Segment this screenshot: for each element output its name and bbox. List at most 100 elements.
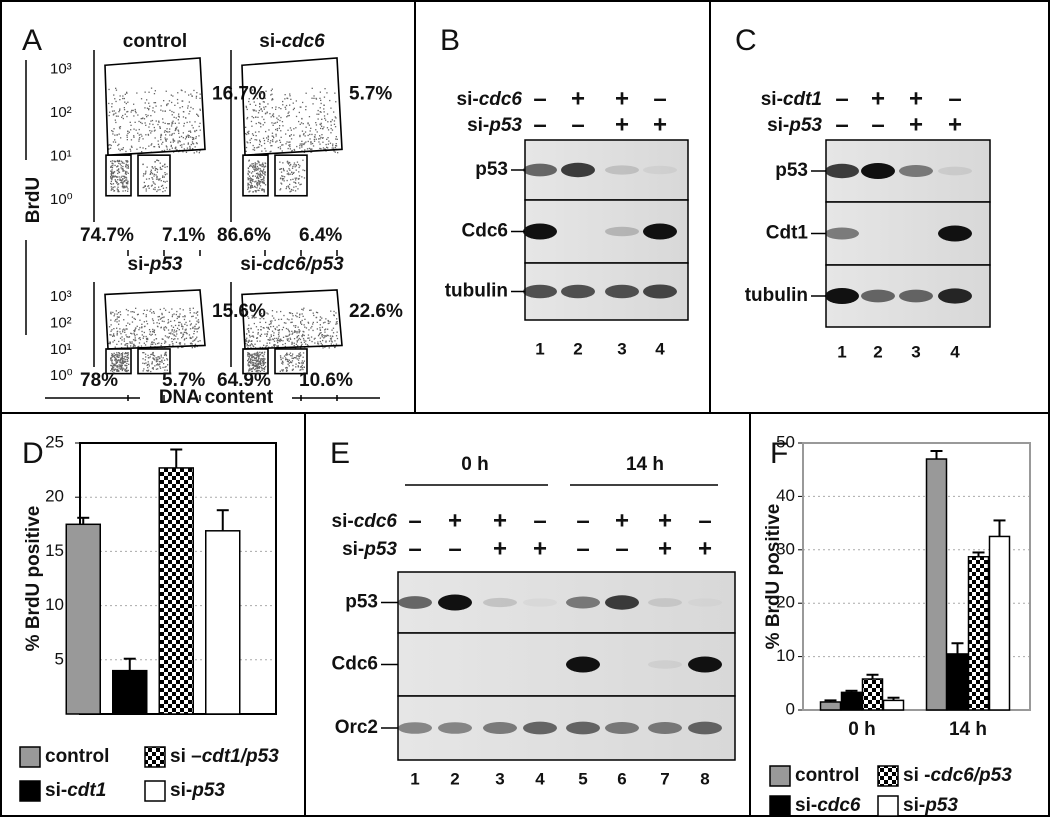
event-dot [273,116,275,118]
event-dot [269,151,271,153]
event-dot [126,365,128,367]
event-dot [152,331,154,333]
event-dot [147,185,149,188]
event-dot [249,345,251,347]
event-dot [178,329,180,331]
event-dot [282,162,284,164]
sign: + [493,535,507,562]
event-dot [164,130,166,132]
event-dot [162,165,164,167]
event-dot [255,352,258,354]
event-dot [150,343,152,345]
event-dot [280,188,282,190]
event-dot [248,100,250,103]
event-dot [270,326,272,328]
event-dot [144,102,146,104]
event-dot [299,369,301,371]
event-dot [183,125,185,127]
event-dot [119,355,121,357]
event-dot [327,334,329,337]
event-dot [263,166,265,168]
event-dot [110,330,112,332]
event-dot [136,333,138,336]
lane-number: 8 [700,769,709,788]
event-dot [170,332,172,334]
event-dot [157,342,159,345]
event-dot [263,367,265,370]
event-dot [246,328,249,330]
y-tick-label: 10¹ [50,148,72,165]
event-dot [178,113,180,115]
event-dot [159,126,161,128]
event-dot [116,370,119,372]
event-dot [260,164,262,167]
event-dot [155,174,157,176]
event-dot [248,175,251,177]
event-dot [121,353,123,355]
event-dot [119,360,121,362]
event-dot [303,339,305,341]
event-dot [111,172,113,174]
event-dot [251,340,253,342]
event-dot [180,89,182,91]
event-dot [192,108,194,110]
event-dot [308,147,311,150]
event-dot [302,309,304,311]
event-dot [327,121,329,123]
event-dot [134,340,136,342]
event-dot [111,362,113,364]
event-dot [184,316,186,318]
event-dot [132,311,134,313]
event-dot [286,141,288,143]
event-dot [148,363,150,365]
event-dot [115,358,117,360]
event-dot [300,341,302,344]
event-dot [248,130,250,132]
event-dot [257,359,260,361]
event-dot [250,137,253,140]
event-dot [327,322,329,325]
event-dot [315,316,317,319]
event-dot [119,359,122,361]
event-dot [269,342,271,344]
band [566,721,600,735]
event-dot [320,148,322,150]
event-dot [194,339,196,341]
event-dot [127,322,129,324]
event-dot [285,367,287,369]
event-dot [329,99,331,102]
event-dot [257,366,259,368]
event-dot [319,327,321,329]
event-dot [248,355,250,358]
event-dot [161,312,163,315]
event-dot [114,179,116,181]
event-dot [315,138,317,140]
event-dot [166,130,168,133]
event-dot [303,324,305,326]
event-dot [258,121,260,124]
event-dot [253,110,255,112]
event-dot [254,343,256,345]
event-dot [298,337,300,340]
event-dot [272,113,275,115]
event-dot [199,129,201,131]
event-dot [111,130,113,132]
event-dot [172,122,174,124]
event-dot [259,139,261,141]
event-dot [313,95,315,97]
event-dot [256,177,258,179]
event-dot [262,355,265,357]
gate-percent: 86.6% [217,225,271,246]
event-dot [253,147,256,149]
event-dot [256,351,259,353]
event-dot [328,140,330,142]
event-dot [108,144,110,146]
event-dot [173,132,175,135]
plot-title: control [123,31,187,52]
event-dot [113,368,115,370]
legend-label: si-p53 [170,780,225,801]
event-dot [313,140,316,142]
event-dot [146,166,148,168]
event-dot [197,311,199,313]
event-dot [175,128,177,130]
